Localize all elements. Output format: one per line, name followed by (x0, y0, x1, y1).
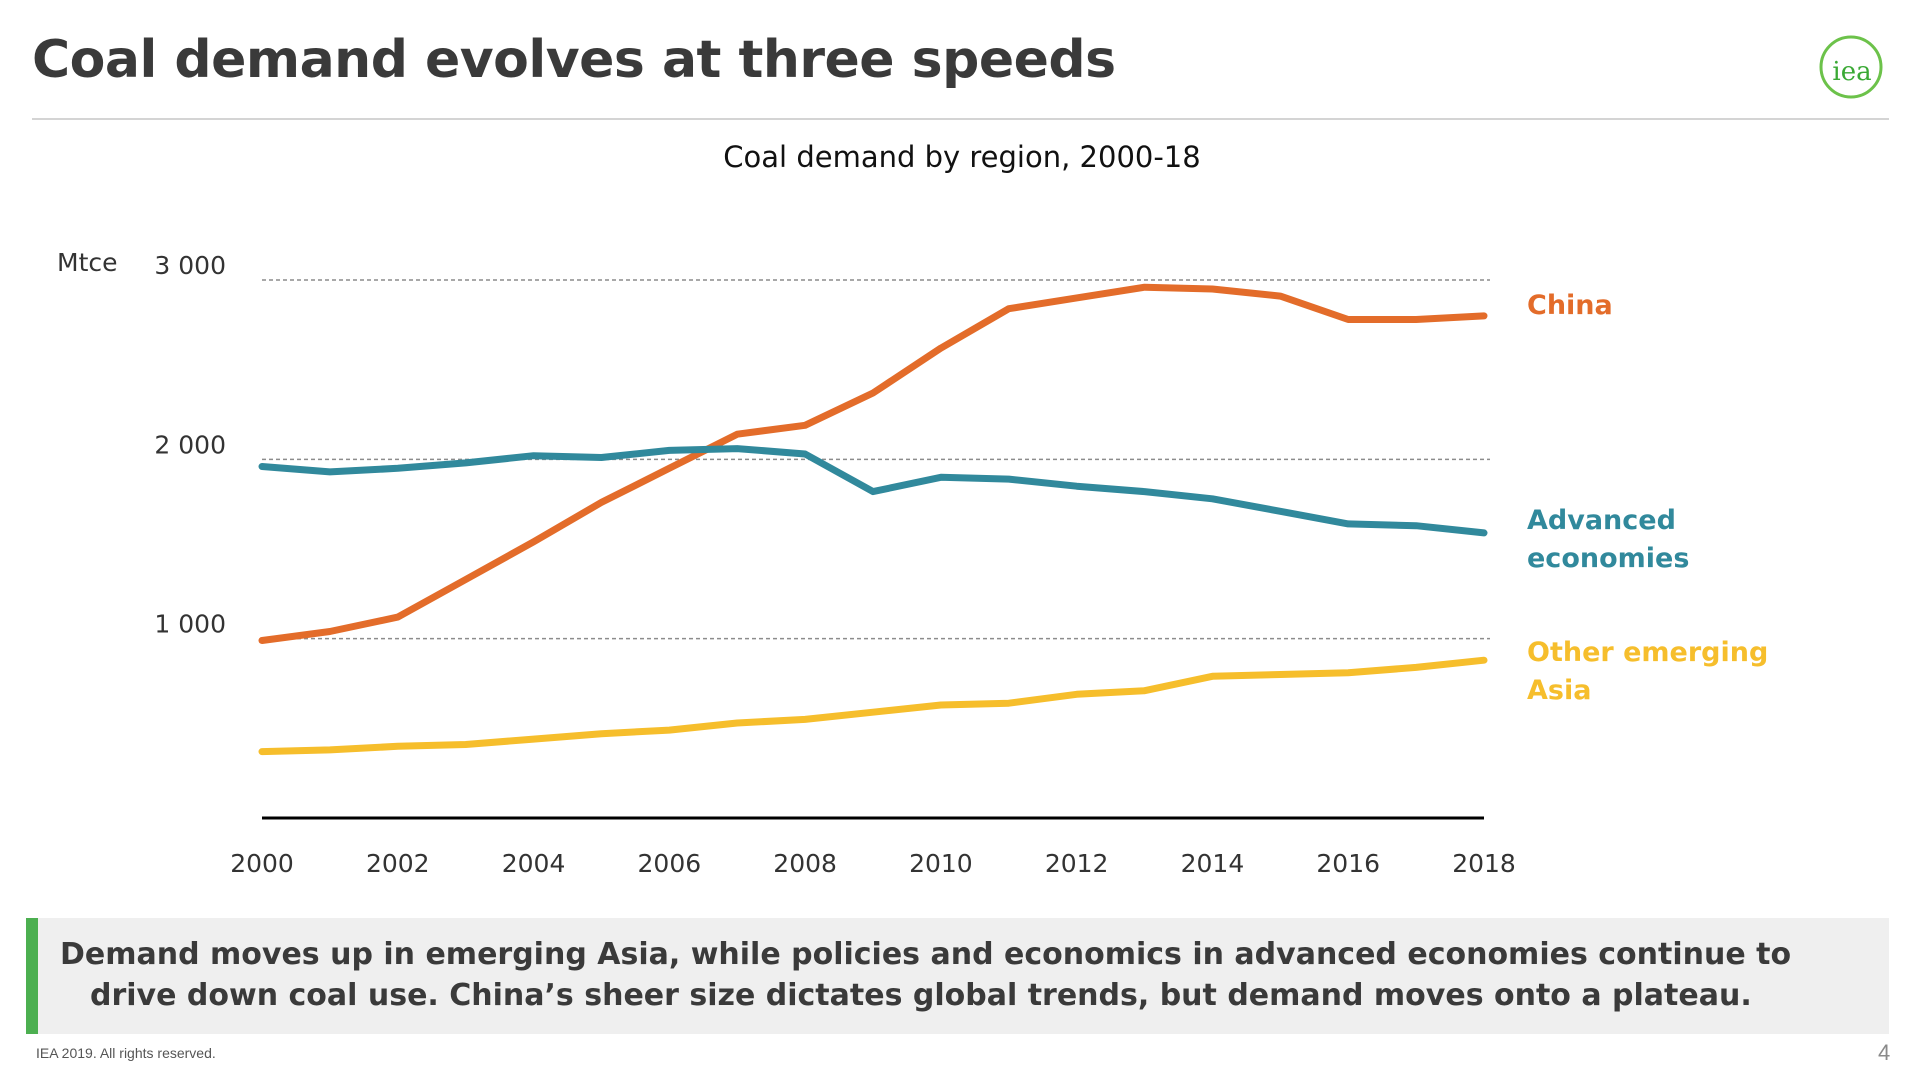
y-tick-label: 2 000 (154, 430, 226, 459)
x-tick-label: 2014 (1181, 849, 1245, 878)
page-number: 4 (1878, 1040, 1891, 1065)
callout-line-1: Demand moves up in emerging Asia, while … (60, 937, 1792, 972)
gridlines (262, 279, 1490, 640)
slide-title: Coal demand evolves at three speeds (32, 30, 1116, 90)
chart-title: Coal demand by region, 2000-18 (723, 140, 1200, 174)
y-tick-label: 3 000 (154, 251, 226, 280)
x-tick-label: 2004 (502, 849, 566, 878)
x-tick-label: 2008 (773, 849, 837, 878)
series-line-china (258, 283, 1488, 644)
x-axis-ticks: 2000 2002 2004 2006 2008 2010 2012 2014 2016 2018 (230, 849, 1516, 878)
y-axis-ticks: 1 000 2 000 3 000 (154, 251, 226, 639)
x-tick-label: 2006 (638, 849, 702, 878)
x-tick-label: 2012 (1045, 849, 1109, 878)
series-line-other-emerging-asia (258, 656, 1488, 756)
logo-text: iea (1832, 57, 1871, 87)
iea-logo: iea (1819, 35, 1883, 99)
copyright-footer: IEA 2019. All rights reserved. (36, 1045, 216, 1061)
coal-demand-line-chart: Coal demand by region, 2000-18 Mtce 1 00… (57, 140, 1768, 878)
callout-text: Demand moves up in emerging Asia, while … (60, 934, 1860, 1016)
series-lines (258, 283, 1488, 756)
series-label-advanced-economies: economies (1527, 543, 1689, 574)
x-tick-label: 2018 (1452, 849, 1516, 878)
series-label-advanced-economies: Advanced (1527, 505, 1676, 536)
x-tick-label: 2016 (1316, 849, 1380, 878)
series-label-other-emerging-asia: Other emerging (1527, 637, 1768, 668)
callout-line-2: drive down coal use. China’s sheer size … (90, 978, 1752, 1013)
series-label-other-emerging-asia: Asia (1527, 675, 1591, 706)
callout-accent-bar (26, 918, 38, 1034)
series-labels: China Advanced economies Other emerging Asia (1527, 290, 1768, 706)
x-tick-label: 2000 (230, 849, 294, 878)
series-line-advanced-economies (258, 445, 1488, 537)
key-message-callout: Demand moves up in emerging Asia, while … (26, 918, 1889, 1034)
x-tick-label: 2002 (366, 849, 430, 878)
y-axis-unit-label: Mtce (57, 248, 118, 277)
y-tick-label: 1 000 (154, 610, 226, 639)
x-tick-label: 2010 (909, 849, 973, 878)
title-divider (32, 118, 1889, 120)
series-label-china: China (1527, 290, 1613, 321)
